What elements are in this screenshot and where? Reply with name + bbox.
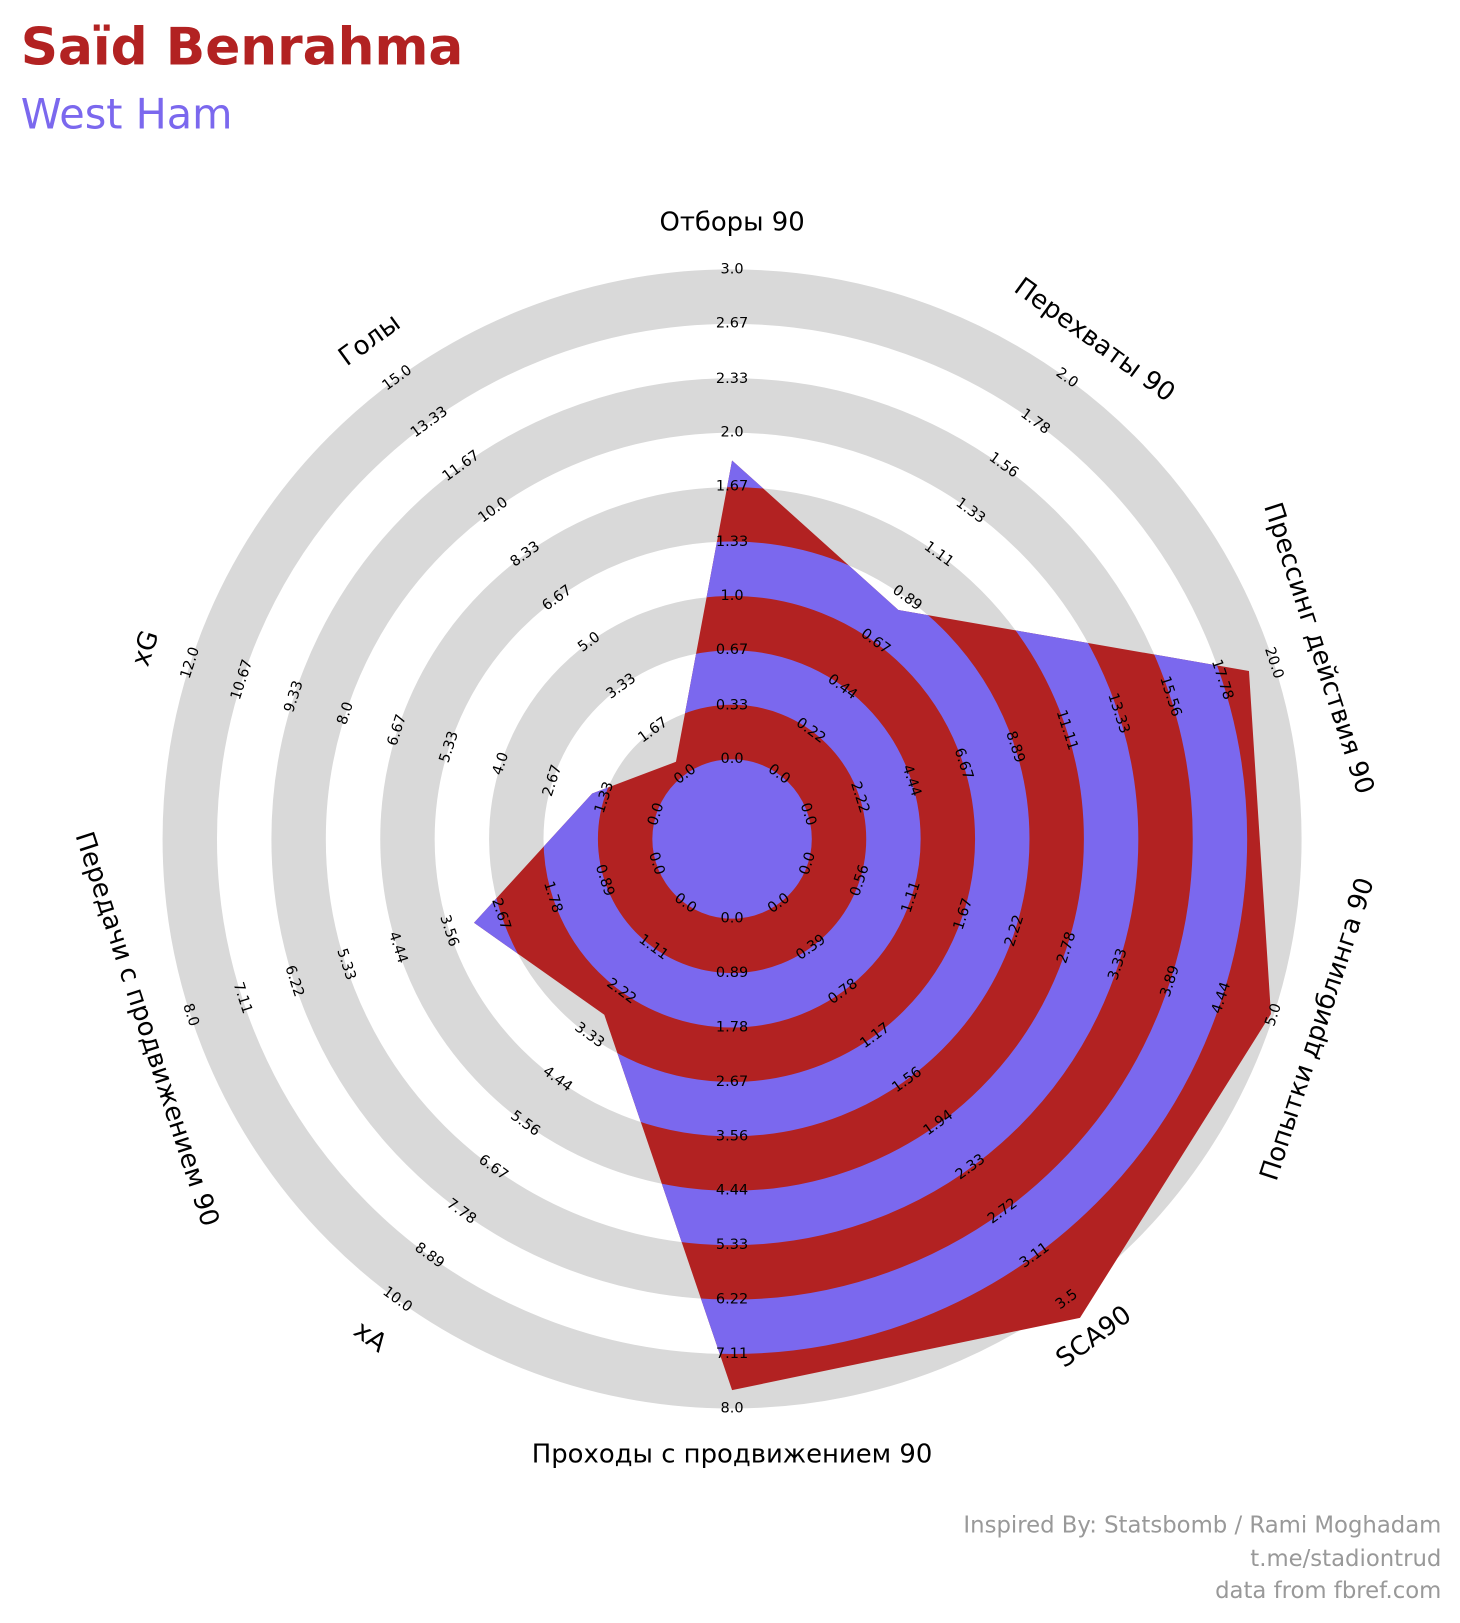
tick-label: 5.33 [716, 1237, 748, 1253]
tick-label: 8.0 [179, 1001, 201, 1028]
footer-line: t.me/stadiontrud [1250, 1546, 1441, 1572]
tick-label: 1.67 [716, 479, 748, 495]
tick-label: 2.67 [716, 1074, 748, 1090]
band [652, 759, 812, 919]
chart-title: Saïd Benrahma [21, 17, 464, 77]
tick-label: 0.0 [645, 850, 667, 877]
tick-label: 6.22 [716, 1291, 748, 1307]
tick-label: 1.78 [716, 1020, 748, 1036]
tick-label: 1.33 [716, 534, 748, 550]
tick-label: 0.33 [716, 697, 748, 713]
chart-subtitle: West Ham [21, 91, 233, 139]
tick-label: 0.0 [721, 751, 744, 767]
tick-label: 2.33 [716, 371, 748, 387]
axis-label: Отборы 90 [659, 207, 804, 237]
tick-label: 7.11 [716, 1346, 748, 1362]
axis-label: Проходы с продвижением 90 [532, 1440, 933, 1470]
tick-label: 8.0 [721, 1400, 744, 1416]
band [543, 650, 921, 1028]
tick-label: 0.0 [645, 801, 667, 828]
radar-bands [474, 460, 1248, 1355]
axis-label: xG [126, 627, 165, 670]
tick-label: 4.44 [716, 1182, 748, 1198]
tick-label: 0.0 [797, 850, 819, 877]
axis-label: xA [348, 1315, 393, 1359]
tick-label: 0.0 [797, 801, 819, 828]
footer-line: data from fbref.com [1215, 1578, 1441, 1604]
tick-label: 0.89 [716, 965, 748, 981]
tick-label: 0.67 [716, 642, 748, 658]
tick-label: 4.0 [490, 750, 512, 777]
tick-label: 1.0 [721, 588, 744, 604]
axis-label: Голы [333, 308, 406, 373]
footer-line: Inspired By: Statsbomb / Rami Moghadam [963, 1513, 1441, 1539]
tick-label: 3.0 [721, 261, 744, 277]
tick-label: 3.56 [716, 1129, 748, 1145]
band [474, 541, 1030, 1137]
tick-label: 0.0 [721, 911, 744, 927]
tick-label: 2.0 [721, 425, 744, 441]
tick-label: 5.0 [1263, 1001, 1285, 1028]
tick-label: 8.0 [335, 700, 357, 727]
band [474, 460, 1248, 1355]
band [474, 460, 1139, 1246]
tick-label: 2.67 [716, 315, 748, 331]
